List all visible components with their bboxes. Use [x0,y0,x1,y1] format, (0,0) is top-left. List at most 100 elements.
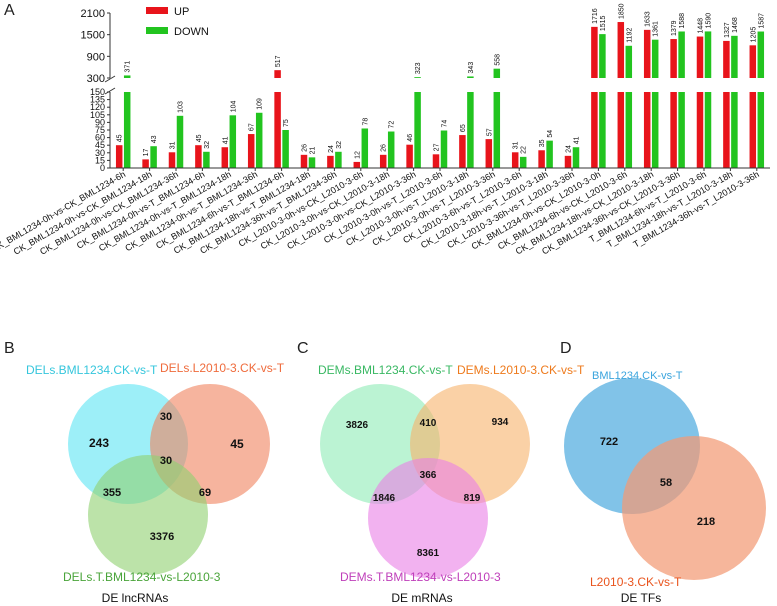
venn-c-only-b: 934 [492,417,509,428]
bar-up-1 [142,159,149,168]
bar-down-5 [255,112,263,168]
bar-up-2 [168,152,176,168]
venn-b-set-c-circle [88,455,208,575]
bar-down-14-lower [493,92,501,168]
bar-up-21-upper [670,39,677,78]
bar-up-7 [300,154,308,168]
data-label-down-18: 1515 [600,15,607,31]
bar-up-3 [195,145,202,168]
bar-down-2 [176,115,184,168]
data-label-up-6: 517 [275,55,282,67]
bar-up-14 [485,139,493,168]
venn-b-set-a-name: DELs.BML1234.CK-vs-T [26,363,158,377]
bar-down-3 [203,151,210,168]
data-label-down-21: 1588 [679,13,686,29]
bar-down-8 [335,151,342,168]
bar-up-19-lower [617,92,625,168]
data-label-down-14: 558 [494,54,501,66]
venn-c-caption: DE mRNAs [391,591,452,605]
data-label-down-16: 54 [547,130,554,138]
data-label-up-19: 1850 [618,3,625,19]
bar-down-11-upper [414,77,421,78]
data-label-up-12: 27 [434,143,441,151]
y-tick-label-lower-6: 90 [95,117,105,127]
bar-up-6-upper [274,70,281,78]
bar-up-20-upper [643,29,651,78]
data-label-down-0: 371 [125,61,132,73]
data-label-up-7: 26 [302,144,309,152]
bar-down-22-upper [704,31,712,79]
bar-down-18-lower [599,92,606,168]
data-label-down-19: 1192 [626,28,633,43]
venn-d-set-b-circle [622,436,766,580]
legend: UP DOWN [146,6,209,38]
venn-lncrnas: DELs.BML1234.CK-vs-T DELs.L2010-3.CK-vs-… [26,361,285,605]
venn-tfs: BML1234.CK-vs-T L2010-3.CK-vs-T 722 218 … [564,370,766,605]
bar-up-5 [247,134,255,168]
bar-up-20-lower [643,92,651,168]
y-tick-label-lower-8: 120 [90,102,105,112]
bar-down-23-upper [731,35,738,78]
data-label-down-5: 109 [257,98,264,110]
bar-down-16 [546,140,553,168]
data-label-down-3: 32 [204,141,211,149]
bar-up-23-upper [723,40,730,78]
data-label-up-13: 65 [460,124,467,132]
bar-down-21-lower [678,92,685,168]
venn-d-ab: 58 [660,477,672,489]
data-label-down-4: 104 [230,101,237,113]
data-label-up-17: 24 [566,145,573,153]
bar-down-24-lower [757,92,765,168]
venn-d-set-a-name: BML1234.CK-vs-T [592,370,683,382]
bar-down-20-upper [651,39,659,78]
bar-down-23-lower [731,92,738,168]
y-tick-label-lower-4: 60 [95,133,105,143]
venn-c-only-c: 8361 [417,548,440,559]
data-label-up-8: 24 [328,145,335,153]
bar-up-17 [564,155,572,168]
bar-up-21-lower [670,92,677,168]
data-label-down-1: 43 [151,135,158,143]
venn-c-set-a-name: DEMs.BML1234.CK-vs-T [318,363,453,377]
data-label-down-24: 1587 [758,13,765,29]
venn-b-abc: 30 [160,455,172,467]
venn-b-caption: DE lncRNAs [102,591,169,605]
y-tick-label-lower-9: 135 [90,95,105,105]
legend-down-swatch [146,27,168,34]
y-tick-label-upper-2: 1500 [81,30,105,42]
bar-up-12 [432,154,440,168]
bar-up-23-lower [723,92,730,168]
bar-down-15 [519,156,527,168]
bar-down-9 [361,128,369,168]
venn-b-ac: 355 [103,487,121,499]
bar-up-13 [459,135,466,168]
bar-down-4 [229,115,237,168]
bar-down-13-upper [467,76,474,78]
data-label-down-22: 1590 [706,13,713,29]
bar-down-13-lower [467,92,474,168]
bar-up-18-upper [591,26,598,78]
bar-down-19-lower [625,92,633,168]
bar-up-0 [115,145,123,168]
bar-down-10 [387,131,395,168]
data-label-down-8: 32 [336,141,343,149]
data-label-up-23: 1327 [724,22,731,38]
data-label-down-2: 103 [178,101,185,113]
y-tick-label-upper-3: 2100 [81,8,105,20]
bar-up-11 [406,144,413,168]
data-label-up-16: 35 [539,139,546,147]
bar-down-17 [572,147,580,168]
data-label-up-5: 67 [249,123,256,131]
data-label-up-24: 1205 [750,27,757,43]
bar-up-6-lower [274,92,281,168]
data-label-down-12: 74 [442,120,449,128]
venn-d-only-b: 218 [697,516,715,528]
venn-mrnas: DEMs.BML1234.CK-vs-T DEMs.L2010-3.CK-vs-… [318,363,585,605]
data-label-up-3: 45 [196,134,203,142]
data-label-up-22: 1448 [698,18,705,34]
bar-down-0-lower [123,92,131,168]
data-label-up-0: 45 [117,134,124,142]
